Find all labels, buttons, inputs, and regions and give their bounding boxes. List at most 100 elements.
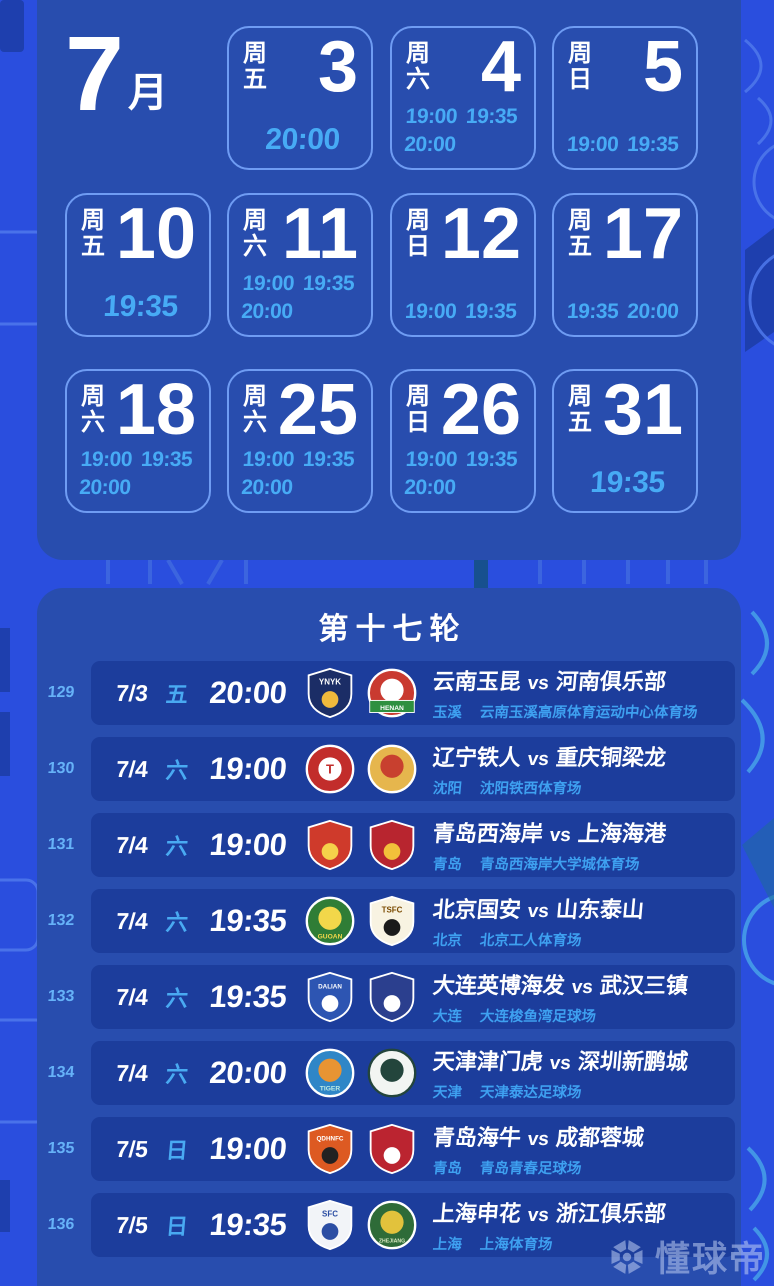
match-row[interactable]: 135 7/5 日 19:00 QDHNFC 青岛海牛 vs 成都蓉城	[37, 1117, 741, 1181]
home-team-name: 上海申花	[431, 1201, 522, 1226]
match-time: 19:35	[208, 1207, 288, 1242]
time-label: 19:00	[566, 133, 619, 156]
svg-text:TSFC: TSFC	[382, 906, 403, 915]
match-row[interactable]: 136 7/5 日 19:35 SFC ZHEJIANG 上海申花 vs 浙江俱乐部	[37, 1193, 741, 1257]
time-label: 19:35	[589, 466, 666, 499]
match-venue: 云南玉溪高原体育运动中心体育场	[479, 705, 699, 721]
calendar-day-card: 周五 10 19:35	[65, 193, 211, 337]
watermark-text: 懂球帝	[654, 1240, 766, 1279]
venue-line: 青岛 青岛西海岸大学城体育场	[432, 853, 667, 874]
match-title: 北京国安 vs 山东泰山	[432, 892, 646, 924]
vs-label: vs	[526, 673, 550, 694]
calendar-day-card: 周五 31 19:35	[552, 369, 698, 513]
away-team-name: 山东泰山	[554, 897, 646, 922]
month-unit: 月	[127, 70, 168, 115]
day-number: 10	[115, 194, 196, 274]
home-team-badge: YNYK	[304, 667, 356, 719]
away-team-badge: TSFC	[366, 895, 418, 947]
match-date: 7/4	[114, 1059, 150, 1086]
time-label: 19:00	[405, 448, 458, 471]
svg-text:ZHEJIANG: ZHEJIANG	[379, 1239, 405, 1245]
svg-text:HENAN: HENAN	[380, 705, 404, 712]
calendar-day-card: 周六 4 19:00 19:35 20:00	[390, 26, 536, 170]
away-team-badge	[366, 971, 418, 1023]
match-weekday: 六	[164, 986, 189, 1011]
vs-label: vs	[526, 749, 550, 770]
weekday-label: 周六	[243, 383, 267, 436]
match-row[interactable]: 133 7/4 六 19:35 DALIAN 大连英博海发 vs 武汉三镇	[37, 965, 741, 1029]
match-number: 133	[47, 988, 75, 1005]
team-badges: YNYK HENAN	[303, 667, 419, 719]
round-title: 第十七轮	[318, 613, 467, 646]
away-team-name: 河南俱乐部	[554, 669, 668, 694]
watermark: 懂球帝	[607, 1231, 766, 1282]
match-date: 7/5	[114, 1135, 150, 1162]
time-label: 19:35	[465, 105, 518, 128]
match-city: 沈阳	[432, 781, 463, 797]
venue-line: 大连 大连梭鱼湾足球场	[432, 1005, 689, 1026]
kickoff-times: 19:00 19:35 20:00	[404, 103, 528, 159]
kickoff-times: 19:35	[566, 466, 688, 499]
match-number: 129	[47, 684, 75, 701]
month-number: 7	[65, 15, 124, 133]
day-number: 26	[440, 370, 521, 450]
svg-text:YNYK: YNYK	[319, 678, 341, 687]
away-team-name: 上海海港	[576, 821, 668, 846]
kickoff-times: 19:00 19:35 20:00	[79, 446, 203, 502]
match-title: 大连英博海发 vs 武汉三镇	[432, 968, 690, 1000]
day-number: 18	[115, 370, 196, 450]
kickoff-times: 19:00 19:35	[566, 131, 688, 159]
team-badges: SFC ZHEJIANG	[303, 1199, 419, 1251]
match-city: 天津	[432, 1085, 463, 1101]
match-weekday: 六	[164, 910, 189, 935]
away-team-badge: ZHEJIANG	[366, 1199, 418, 1251]
match-time: 20:00	[208, 675, 288, 710]
day-number: 25	[277, 370, 358, 450]
match-time: 19:00	[208, 827, 288, 862]
match-row[interactable]: 129 7/3 五 20:00 YNYK HENAN 云南玉昆 vs 河南俱乐部	[37, 661, 741, 725]
home-team-badge: QDHNFC	[304, 1123, 356, 1175]
match-number: 135	[47, 1140, 75, 1157]
home-team-name: 青岛海牛	[431, 1125, 522, 1150]
match-venue: 上海体育场	[479, 1237, 554, 1253]
match-row[interactable]: 130 7/4 六 19:00 T 辽宁铁人 vs 重庆铜梁龙	[37, 737, 741, 801]
kickoff-times: 19:00 19:35 20:00	[241, 446, 365, 502]
match-row[interactable]: 132 7/4 六 19:35 GUOAN TSFC 北京国安 vs 山东泰山	[37, 889, 741, 953]
kickoff-times: 19:00 19:35 20:00	[241, 270, 365, 326]
match-row[interactable]: 134 7/4 六 20:00 TIGER 天津津门虎 vs 深圳新鹏城	[37, 1041, 741, 1105]
match-weekday: 六	[164, 758, 189, 783]
time-label: 19:35	[465, 448, 518, 471]
match-card: 7/4 六 20:00 TIGER 天津津门虎 vs 深圳新鹏城	[91, 1041, 735, 1105]
time-label: 19:00	[242, 448, 295, 471]
team-badges: T	[303, 743, 419, 795]
day-number: 4	[480, 27, 521, 107]
time-label: 19:00	[80, 448, 133, 471]
weekday-label: 周六	[406, 40, 430, 93]
match-date: 7/4	[114, 755, 150, 782]
match-info: 青岛海牛 vs 成都蓉城 青岛 青岛青春足球场	[431, 1120, 645, 1178]
calendar-day-card: 周六 18 19:00 19:35 20:00	[65, 369, 211, 513]
match-info: 大连英博海发 vs 武汉三镇 大连 大连梭鱼湾足球场	[432, 968, 690, 1026]
svg-text:TIGER: TIGER	[320, 1086, 341, 1093]
time-label: 20:00	[626, 300, 680, 323]
match-number: 134	[47, 1064, 75, 1081]
match-venue: 青岛青春足球场	[479, 1161, 583, 1177]
time-label: 20:00	[78, 476, 132, 499]
match-time: 19:35	[208, 979, 288, 1014]
match-date: 7/3	[114, 679, 150, 706]
home-team-name: 云南玉昆	[431, 669, 522, 694]
match-row[interactable]: 131 7/4 六 19:00 青岛西海岸 vs 上海海港	[37, 813, 741, 877]
match-weekday: 六	[164, 834, 189, 859]
match-card: 7/5 日 19:00 QDHNFC 青岛海牛 vs 成都蓉城 青	[91, 1117, 735, 1181]
match-info: 辽宁铁人 vs 重庆铜梁龙 沈阳 沈阳铁西体育场	[432, 740, 667, 798]
match-title: 天津津门虎 vs 深圳新鹏城	[432, 1044, 690, 1076]
match-weekday: 日	[164, 1214, 189, 1239]
dongqiudi-ball-icon	[611, 1239, 643, 1274]
calendar-day-card: 周五 3 20:00	[227, 26, 373, 170]
home-team-badge: TIGER	[304, 1047, 356, 1099]
match-city: 青岛	[432, 1161, 463, 1177]
match-card: 7/4 六 19:00 T 辽宁铁人 vs 重庆铜梁龙 沈阳 沈阳铁	[91, 737, 735, 801]
calendar-day-card: 周日 12 19:00 19:35	[390, 193, 536, 337]
away-team-badge	[366, 743, 418, 795]
weekday-label: 周五	[568, 207, 592, 260]
